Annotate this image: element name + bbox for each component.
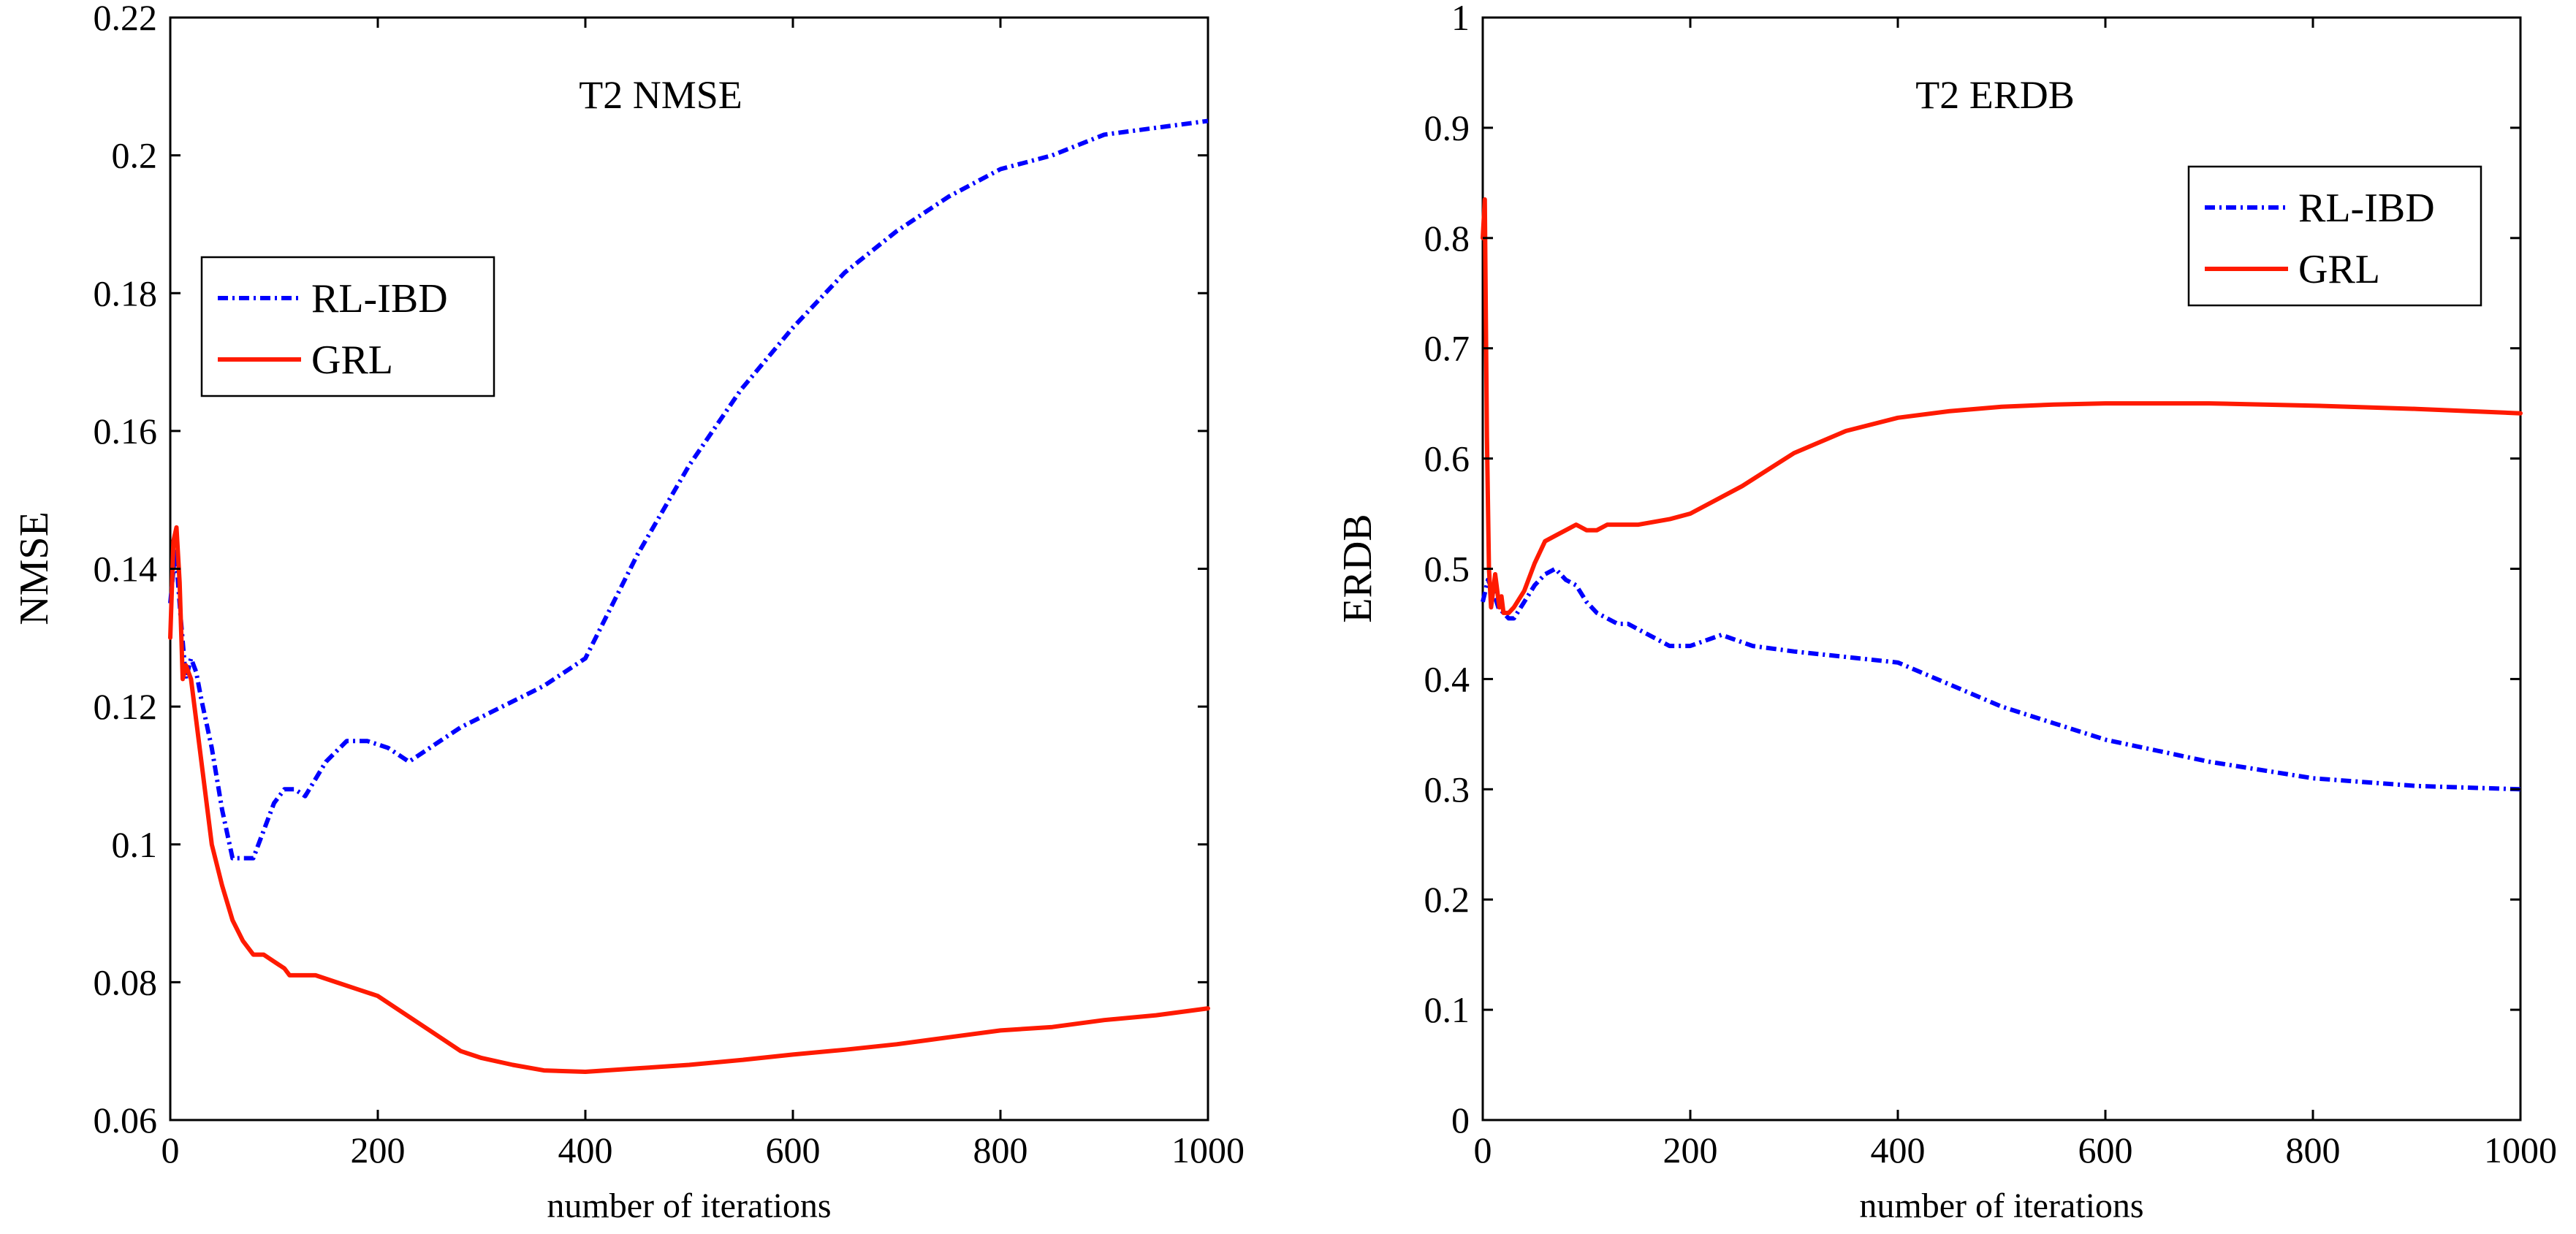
erdb-y-tick-label: 0.6 — [1424, 438, 1470, 479]
erdb-legend-label-rl-ibd: RL-IBD — [2298, 186, 2435, 231]
erdb-y-tick-label: 0.3 — [1424, 769, 1470, 810]
erdb-y-tick-label: 0.2 — [1424, 879, 1470, 920]
nmse-axis-ticks: 0 200 400 600 800 1000 0.06 0.08 0.1 0.12 0.14 0.16… — [94, 0, 1245, 1170]
erdb-chart-title: T2 ERDB — [1915, 73, 2075, 117]
erdb-legend-label-grl: GRL — [2298, 247, 2380, 292]
nmse-plot-frame — [169, 16, 1209, 1121]
erdb-series-rl-ibd — [1481, 566, 2521, 792]
erdb-legend: RL-IBD GRL — [2187, 165, 2482, 307]
nmse-series-grl — [168, 525, 1210, 1074]
nmse-x-tick-label: 800 — [973, 1130, 1028, 1170]
nmse-chart: 0 200 400 600 800 1000 0.06 0.08 0.1 0.12 0.14 0.16… — [12, 0, 1245, 1225]
erdb-y-tick-label: 0.4 — [1424, 658, 1470, 699]
nmse-x-tick-label: 1000 — [1171, 1130, 1245, 1170]
erdb-x-tick-label: 1000 — [2484, 1130, 2557, 1170]
erdb-legend-box — [2187, 165, 2482, 307]
erdb-y-tick-label: 0.8 — [1424, 218, 1470, 259]
nmse-legend-label-rl-ibd: RL-IBD — [311, 276, 448, 321]
erdb-y-tick-label: 0.5 — [1424, 549, 1470, 590]
erdb-x-tick-label: 600 — [2078, 1130, 2133, 1170]
erdb-x-tick-label: 200 — [1663, 1130, 1718, 1170]
nmse-x-tick-label: 200 — [351, 1130, 406, 1170]
nmse-y-tick-label: 0.18 — [94, 273, 158, 313]
erdb-x-tick-label: 400 — [1871, 1130, 1926, 1170]
erdb-axis-ticks: 0 200 400 600 800 1000 0 0.1 0.2 0.3 0.4 0.5 0.6 0.7 0… — [1424, 0, 2558, 1170]
nmse-y-tick-label: 0.1 — [112, 824, 158, 865]
nmse-y-tick-label: 0.14 — [94, 549, 158, 590]
nmse-legend-label-grl: GRL — [311, 338, 393, 383]
erdb-chart: 0 200 400 600 800 1000 0 0.1 0.2 0.3 0.4 0.5 0.6 0.7 0… — [1335, 0, 2557, 1225]
erdb-plot-area — [1481, 197, 2523, 792]
erdb-x-tick-label: 800 — [2286, 1130, 2341, 1170]
nmse-series-rl-ibd — [168, 118, 1209, 861]
erdb-y-tick-label: 0.7 — [1424, 328, 1470, 369]
erdb-y-tick-label: 1 — [1451, 0, 1470, 38]
erdb-x-axis-label: number of iterations — [1859, 1187, 2143, 1225]
nmse-legend-box — [200, 256, 495, 397]
erdb-x-tick-label: 0 — [1474, 1130, 1492, 1170]
nmse-x-tick-label: 0 — [162, 1130, 180, 1170]
nmse-y-tick-label: 0.06 — [94, 1100, 158, 1140]
erdb-y-tick-label: 0.1 — [1424, 989, 1470, 1030]
nmse-y-tick-label: 0.2 — [112, 135, 158, 176]
erdb-y-tick-label: 0.9 — [1424, 107, 1470, 148]
nmse-y-tick-label: 0.16 — [94, 411, 158, 452]
nmse-chart-title: T2 NMSE — [579, 73, 742, 117]
nmse-y-axis-label: NMSE — [12, 511, 57, 625]
nmse-y-tick-label: 0.08 — [94, 961, 158, 1002]
nmse-y-tick-label: 0.12 — [94, 686, 158, 727]
erdb-y-axis-label: ERDB — [1335, 514, 1380, 622]
nmse-x-tick-label: 400 — [558, 1130, 613, 1170]
nmse-plot-area — [168, 118, 1210, 1074]
nmse-y-tick-label: 0.22 — [94, 0, 158, 38]
nmse-legend: RL-IBD GRL — [200, 256, 495, 397]
nmse-x-axis-label: number of iterations — [547, 1187, 831, 1225]
erdb-y-tick-label: 0 — [1451, 1100, 1470, 1140]
nmse-x-tick-label: 600 — [766, 1130, 821, 1170]
erdb-series-grl — [1481, 197, 2523, 615]
